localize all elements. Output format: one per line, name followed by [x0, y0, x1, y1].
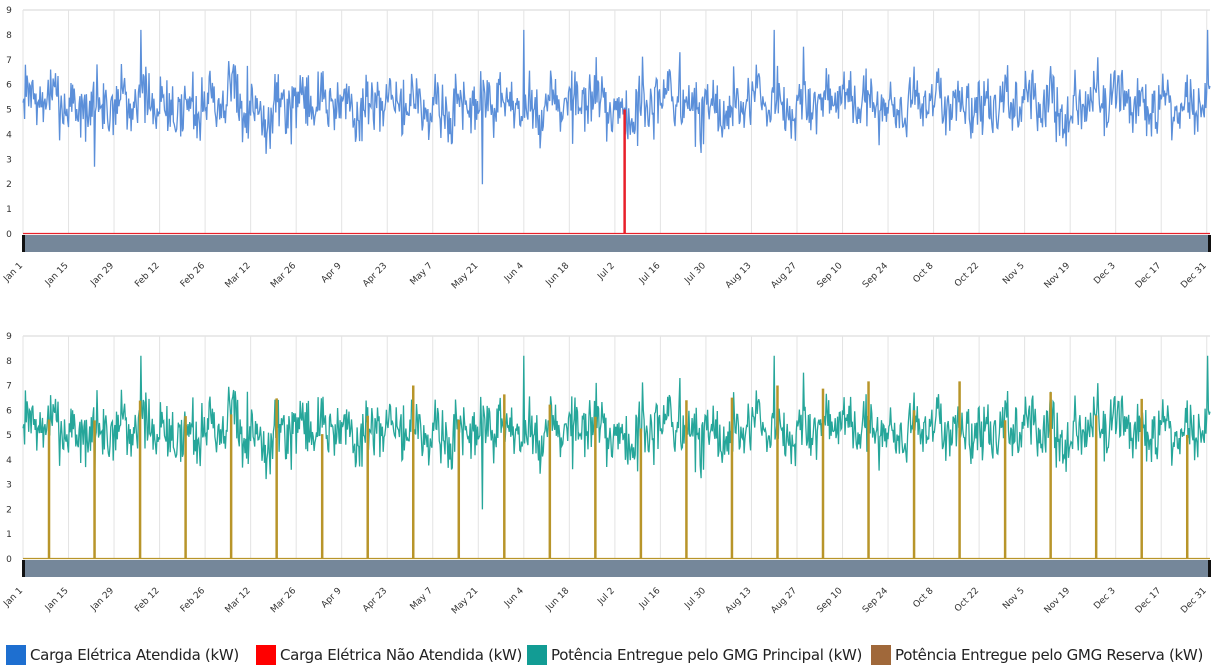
- x-tick-label: Jan 1: [1, 586, 25, 610]
- chart-panel-bottom: Jan 1 Jan 15 Jan 29 Feb 12 Feb 26 Mar 12 Mar 2…: [1, 332, 1211, 616]
- x-tick-label: Jul 30: [682, 586, 708, 612]
- navigator-handle-left: [22, 235, 25, 252]
- y-tick-label: 5: [6, 431, 12, 441]
- legend-label-carga-atendida: Carga Elétrica Atendida (kW): [30, 646, 239, 664]
- x-tick-label: Dec 31: [1179, 261, 1209, 291]
- series-line-gmg-principal: [22, 355, 1211, 510]
- x-tick-label: Dec 3: [1092, 261, 1117, 286]
- chart-canvas: Jan 1 Jan 15 Jan 29 Feb 12 Feb 26 Mar 12 Mar 2…: [1, 6, 1211, 616]
- y-tick-label: 7: [6, 56, 12, 66]
- y-tick-label: 3: [6, 481, 12, 491]
- x-tick-label: Aug 27: [769, 261, 799, 291]
- y-tick-label: 1: [6, 530, 12, 540]
- legend-swatch-carga-nao-atendida: [256, 645, 276, 665]
- x-tick-label: Nov 19: [1043, 586, 1073, 616]
- x-tick-label: Jul 16: [637, 586, 663, 612]
- x-tick-label: Apr 23: [361, 586, 389, 614]
- y-tick-label: 7: [6, 382, 12, 392]
- x-tick-label: Jun 4: [502, 586, 526, 610]
- chart-panel-top: Jan 1 Jan 15 Jan 29 Feb 12 Feb 26 Mar 12 Mar 2…: [1, 6, 1211, 291]
- y-tick-label: 9: [6, 332, 12, 342]
- y-tick-label: 4: [6, 456, 12, 466]
- x-tick-label: Jul 2: [595, 586, 617, 608]
- x-tick-label: Oct 8: [912, 586, 936, 610]
- x-tick-label: Jun 18: [544, 261, 572, 289]
- x-tick-label: Jan 29: [88, 261, 116, 289]
- range-navigator: [23, 235, 1210, 252]
- legend-swatch-carga-atendida: [6, 645, 26, 665]
- x-tick-label: Apr 23: [361, 261, 389, 289]
- x-tick-label: Jun 18: [544, 586, 572, 614]
- legend-item-carga-nao-atendida[interactable]: Carga Elétrica Não Atendida (kW): [256, 644, 522, 666]
- y-tick-label: 4: [6, 130, 12, 140]
- x-tick-label: May 21: [450, 261, 480, 291]
- x-tick-label: Dec 17: [1134, 586, 1164, 616]
- legend-label-gmg-reserva: Potência Entregue pelo GMG Reserva (kW): [895, 646, 1204, 664]
- x-tick-label: May 21: [450, 586, 480, 616]
- legend-item-gmg-principal[interactable]: Potência Entregue pelo GMG Principal (kW…: [527, 644, 862, 666]
- x-tick-label: Sep 24: [861, 586, 890, 615]
- y-tick-label: 6: [6, 81, 12, 91]
- y-tick-label: 8: [6, 357, 12, 367]
- x-tick-label: Oct 22: [953, 586, 981, 614]
- y-tick-label: 8: [6, 31, 12, 41]
- x-tick-label: Jan 15: [43, 586, 71, 614]
- x-tick-label: Sep 24: [861, 261, 890, 290]
- x-tick-label: Jul 16: [637, 261, 663, 287]
- x-tick-label: Sep 10: [815, 261, 844, 290]
- x-tick-label: Apr 9: [320, 261, 344, 285]
- x-tick-label: Dec 3: [1092, 586, 1117, 611]
- x-tick-label: Jan 1: [1, 261, 25, 285]
- y-tick-label: 0: [6, 555, 12, 565]
- x-tick-label: Feb 12: [133, 586, 161, 614]
- y-tick-label: 2: [6, 180, 12, 190]
- y-tick-label: 0: [6, 230, 12, 240]
- x-tick-label: Mar 12: [224, 261, 253, 290]
- legend: Carga Elétrica Atendida (kW) Carga Elétr…: [0, 644, 1217, 666]
- y-tick-label: 9: [6, 6, 12, 16]
- legend-label-carga-nao-atendida: Carga Elétrica Não Atendida (kW): [280, 646, 523, 664]
- x-tick-label: Feb 26: [179, 586, 208, 615]
- navigator-handle-left: [22, 560, 25, 577]
- x-tick-label: Jan 15: [43, 261, 71, 289]
- y-tick-label: 5: [6, 106, 12, 116]
- x-tick-label: Mar 26: [269, 586, 298, 615]
- x-tick-label: Feb 12: [133, 261, 161, 289]
- y-tick-label: 3: [6, 155, 12, 165]
- x-tick-label: Oct 8: [912, 261, 936, 285]
- x-tick-label: Jul 30: [682, 261, 708, 287]
- x-tick-label: May 7: [409, 586, 435, 612]
- x-tick-label: Dec 17: [1134, 261, 1164, 291]
- x-tick-label: Nov 5: [1001, 586, 1027, 612]
- legend-item-gmg-reserva[interactable]: Potência Entregue pelo GMG Reserva (kW): [871, 644, 1203, 666]
- y-tick-label: 2: [6, 505, 12, 515]
- x-tick-label: Jul 2: [595, 261, 617, 283]
- legend-label-gmg-principal: Potência Entregue pelo GMG Principal (kW…: [551, 646, 863, 664]
- y-tick-label: 1: [6, 205, 12, 215]
- series-line-carga-atendida: [22, 29, 1211, 185]
- x-tick-label: Apr 9: [320, 586, 344, 610]
- x-tick-label: Feb 26: [179, 261, 208, 290]
- x-tick-label: Mar 26: [269, 261, 298, 290]
- navigator-handle-right: [1208, 560, 1211, 577]
- x-tick-label: Sep 10: [815, 586, 844, 615]
- x-tick-label: Nov 19: [1043, 261, 1073, 291]
- x-tick-label: Mar 12: [224, 586, 253, 615]
- legend-item-carga-atendida[interactable]: Carga Elétrica Atendida (kW): [6, 644, 239, 666]
- x-tick-label: Nov 5: [1001, 261, 1027, 287]
- navigator-handle-right: [1208, 235, 1211, 252]
- legend-swatch-gmg-reserva: [871, 645, 891, 665]
- legend-swatch-gmg-principal: [527, 645, 547, 665]
- x-tick-label: Aug 13: [724, 261, 754, 291]
- x-tick-label: May 7: [409, 261, 435, 287]
- x-tick-label: Dec 31: [1179, 586, 1209, 616]
- range-navigator: [23, 560, 1210, 577]
- x-tick-label: Aug 13: [724, 586, 754, 616]
- x-tick-label: Jan 29: [88, 586, 116, 614]
- x-tick-label: Aug 27: [769, 586, 799, 616]
- x-tick-label: Oct 22: [953, 261, 981, 289]
- y-tick-label: 6: [6, 406, 12, 416]
- x-tick-label: Jun 4: [502, 261, 526, 285]
